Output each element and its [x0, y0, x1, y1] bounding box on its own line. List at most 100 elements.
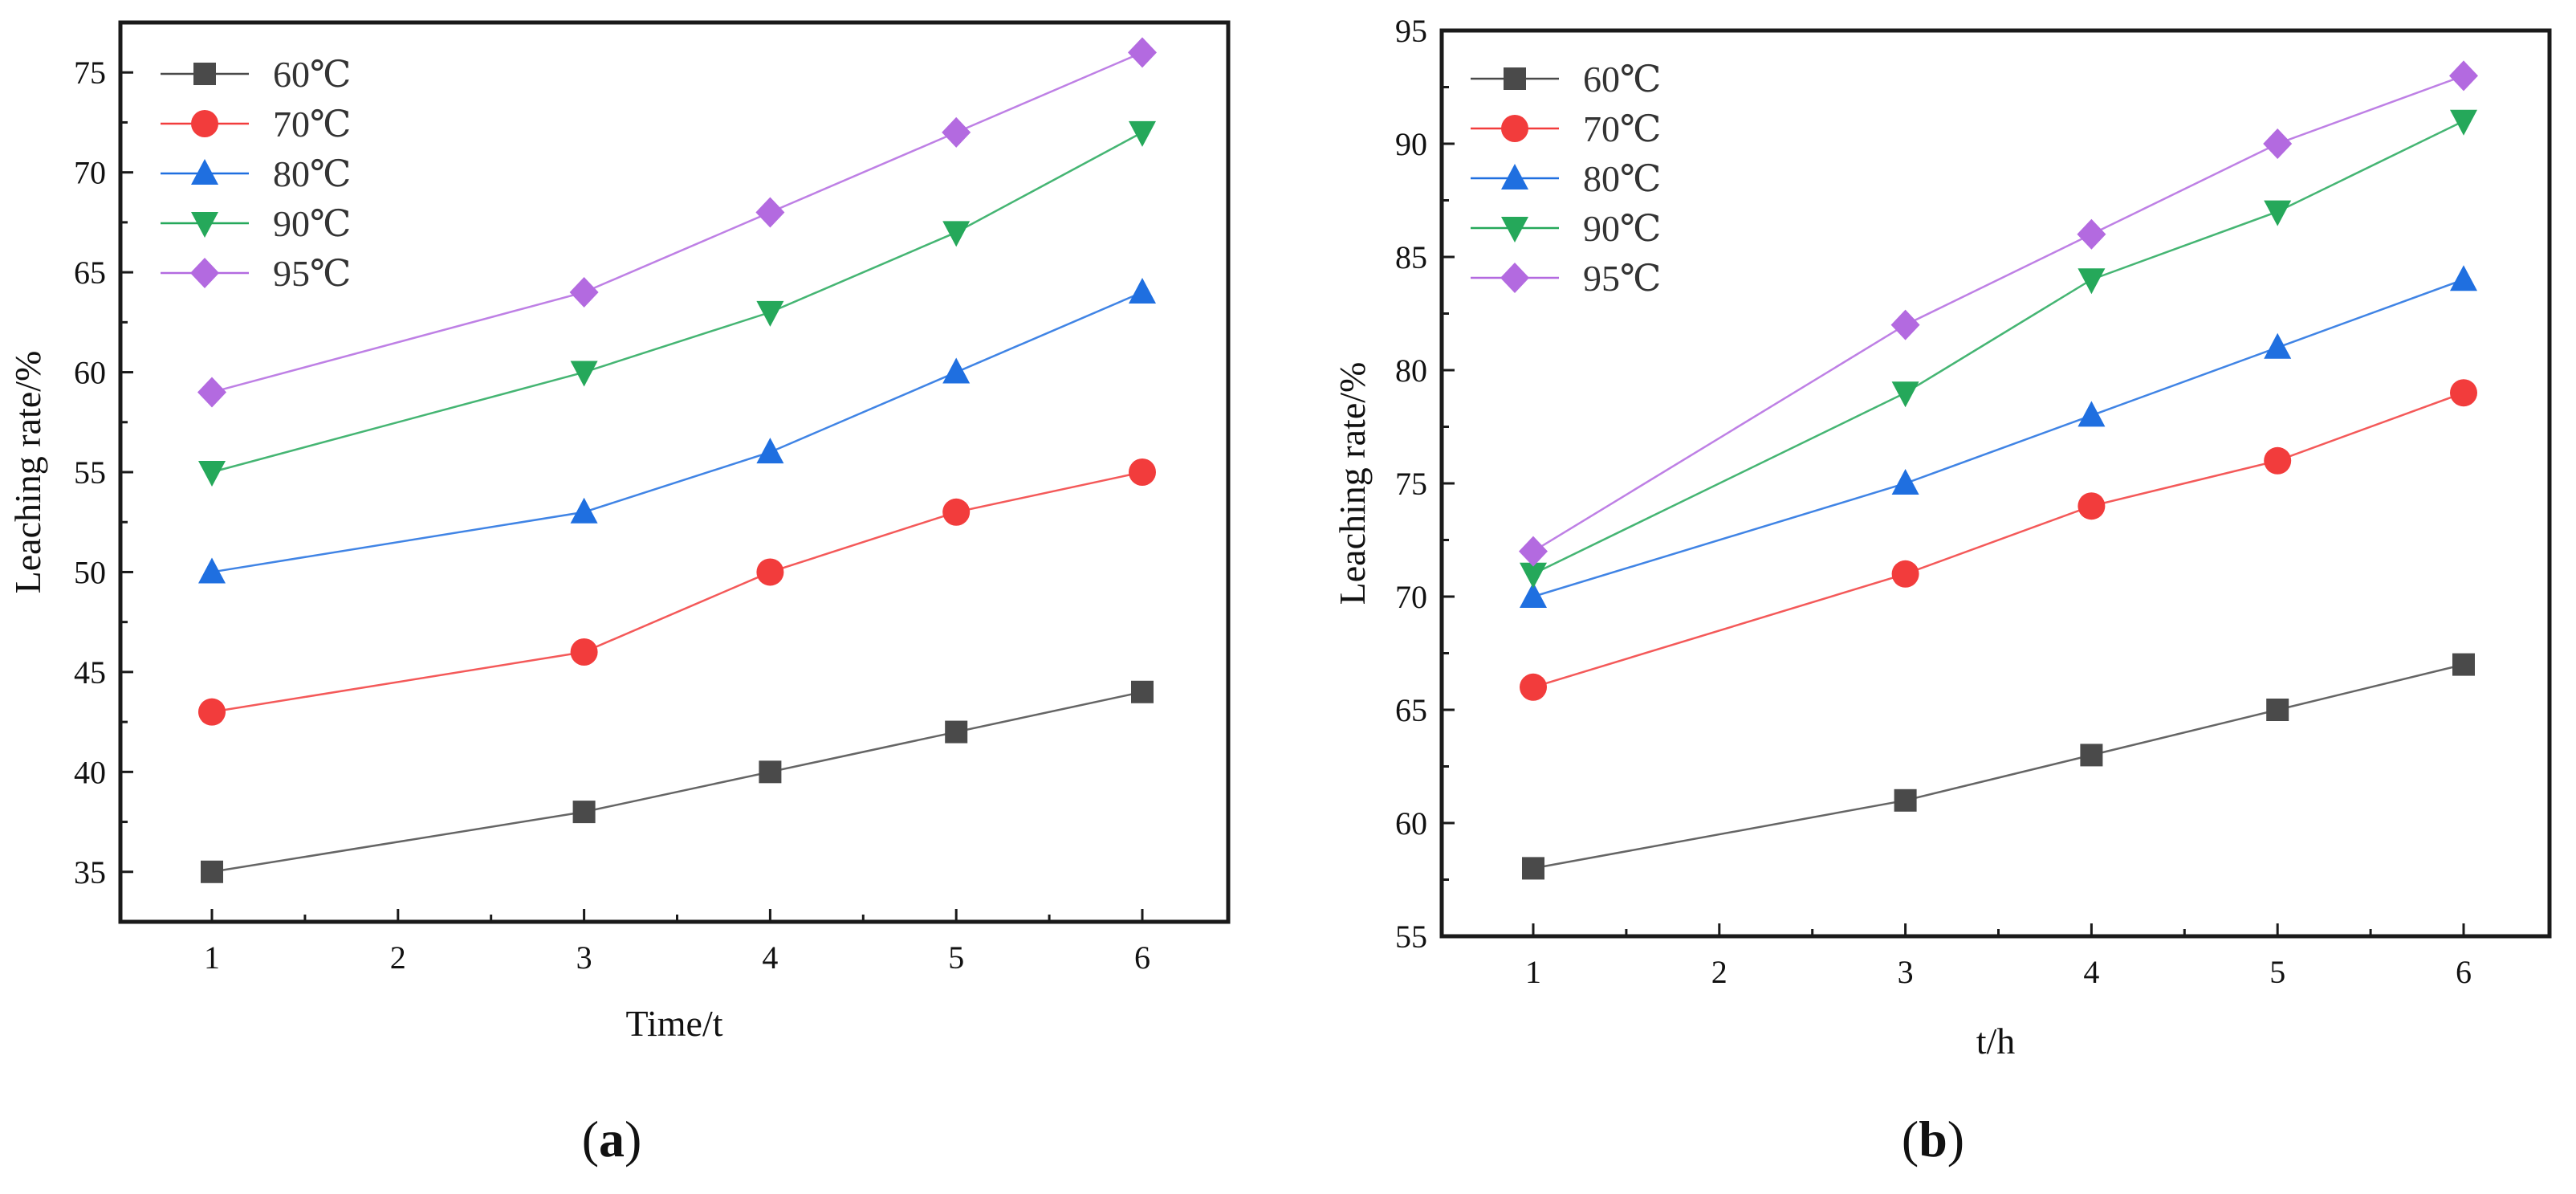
y-tick-label: 50 — [74, 554, 106, 590]
legend-label: 80℃ — [273, 153, 351, 194]
series-line — [211, 471, 1143, 713]
series-line — [211, 291, 1143, 573]
x-axis-title-a: Time/t — [625, 1003, 722, 1044]
y-tick-label: 65 — [74, 255, 106, 291]
data-point — [2449, 60, 2478, 92]
data-point — [2452, 653, 2475, 676]
legend-marker — [1501, 217, 1528, 242]
data-point — [201, 860, 223, 883]
legend-marker — [1500, 263, 1529, 293]
y-tick-label: 75 — [74, 55, 106, 91]
data-point — [756, 558, 784, 586]
legend-item: 80℃ — [161, 153, 351, 194]
data-point — [2450, 109, 2477, 136]
panel-label-a-letter: a — [599, 1110, 625, 1168]
data-point — [1890, 309, 1920, 340]
legend-marker — [1504, 67, 1526, 90]
data-point — [2263, 128, 2293, 159]
data-point — [2450, 265, 2477, 291]
data-point — [570, 497, 598, 524]
legend-label: 80℃ — [1583, 158, 1661, 199]
legend-item: 90℃ — [161, 203, 351, 244]
y-tick-label: 95 — [1395, 13, 1427, 49]
data-point — [1128, 37, 1157, 68]
y-tick-label: 55 — [1395, 919, 1427, 955]
data-point — [1519, 536, 1548, 567]
data-point — [756, 300, 784, 327]
x-tick-label: 6 — [2456, 954, 2472, 990]
series-line — [1532, 75, 2464, 552]
data-point — [1129, 120, 1156, 147]
data-point — [942, 116, 971, 148]
x-tick-label: 5 — [2269, 954, 2285, 990]
data-point — [942, 357, 971, 384]
legend-label: 60℃ — [273, 54, 351, 95]
y-axis-title-b: Leaching rate/% — [1332, 362, 1373, 605]
data-point — [759, 760, 782, 784]
legend-marker — [1501, 115, 1528, 142]
legend-marker — [1501, 164, 1528, 189]
series-line — [1532, 392, 2464, 688]
y-tick-label: 70 — [74, 155, 106, 191]
y-tick-label: 70 — [1395, 579, 1427, 615]
data-point — [1520, 582, 1547, 608]
data-point — [1129, 278, 1156, 304]
data-point — [2264, 446, 2292, 475]
data-point — [570, 361, 598, 387]
data-point — [2077, 218, 2106, 250]
panel-label-b-letter: b — [1919, 1110, 1947, 1168]
x-axis-title-b: t/h — [1976, 1021, 2016, 1062]
data-point — [2266, 699, 2289, 721]
data-point — [2080, 744, 2103, 767]
data-point — [2077, 268, 2106, 295]
data-point — [1522, 857, 1544, 880]
data-point — [942, 498, 971, 526]
series-line — [1532, 120, 2464, 575]
legend-marker — [193, 63, 216, 85]
data-point — [1891, 469, 1919, 495]
y-tick-label: 35 — [74, 854, 106, 890]
legend-label: 70℃ — [1583, 108, 1661, 149]
data-point — [2264, 200, 2292, 226]
data-point — [755, 197, 785, 228]
y-tick-label: 60 — [1395, 805, 1427, 842]
legend-item: 60℃ — [161, 54, 351, 95]
data-point — [2077, 401, 2106, 427]
data-point — [945, 720, 968, 744]
series-line — [1532, 663, 2464, 870]
data-point — [1891, 381, 1919, 408]
data-point — [756, 438, 784, 464]
legend-marker — [191, 159, 218, 185]
y-tick-label: 65 — [1395, 692, 1427, 728]
legend-item: 95℃ — [161, 253, 351, 294]
data-point — [198, 461, 226, 487]
series-group-a — [197, 37, 1157, 883]
x-tick-label: 4 — [762, 939, 778, 976]
series-group-b — [1519, 60, 2478, 880]
legend-label: 90℃ — [273, 203, 351, 244]
legend-item: 80℃ — [1471, 158, 1661, 199]
data-point — [2264, 332, 2292, 359]
series-line — [211, 131, 1143, 474]
y-tick-label: 45 — [74, 654, 106, 691]
data-point — [1891, 560, 1919, 588]
legend-a: 60℃ 70℃ 80℃ 90℃ 95℃ — [161, 54, 351, 294]
legend-item: 70℃ — [1471, 108, 1661, 149]
legend-item: 70℃ — [161, 104, 351, 145]
series-line — [211, 691, 1143, 874]
panel-label-a: (a) — [582, 1110, 642, 1168]
data-point — [572, 801, 596, 824]
legend-marker — [191, 212, 218, 238]
x-tick-label: 6 — [1134, 939, 1150, 976]
y-tick-label: 60 — [74, 355, 106, 391]
legend-item: 60℃ — [1471, 59, 1661, 100]
axis-ticks-b: 1 2 3 4 5 6 55 60 65 70 75 80 85 90 95 — [1395, 13, 2472, 990]
x-tick-label: 1 — [1525, 954, 1541, 990]
data-point — [1520, 562, 1547, 589]
legend-label: 60℃ — [1583, 59, 1661, 100]
legend-marker — [191, 110, 218, 137]
data-point — [569, 277, 599, 308]
